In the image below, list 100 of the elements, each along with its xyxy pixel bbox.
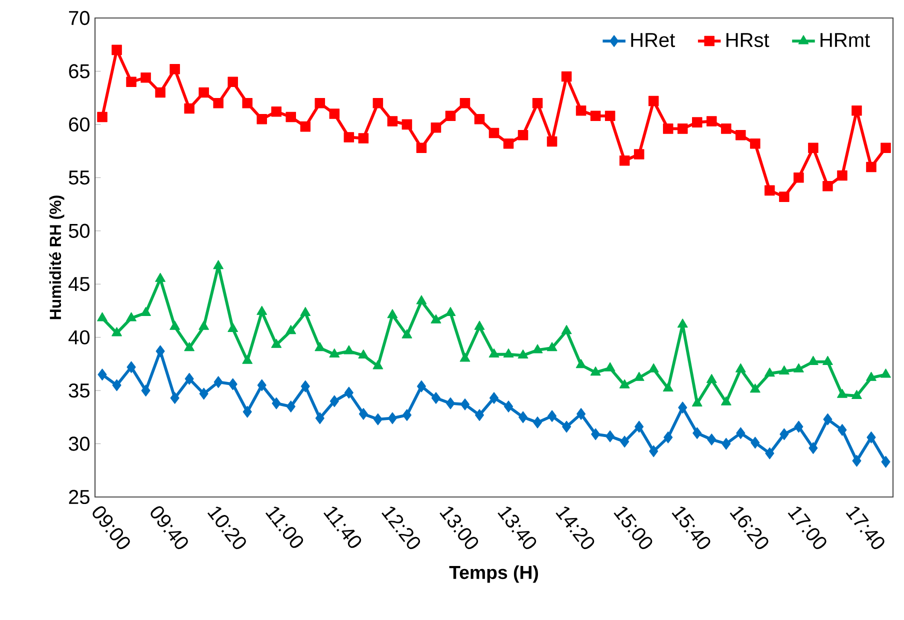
point <box>213 98 224 108</box>
point <box>808 356 818 365</box>
point <box>561 325 572 334</box>
point <box>823 413 832 426</box>
point <box>837 388 848 398</box>
point <box>358 408 368 420</box>
point <box>228 322 238 332</box>
point <box>402 409 412 421</box>
point <box>765 447 774 460</box>
point <box>445 110 456 122</box>
point <box>779 365 790 375</box>
point <box>98 368 107 381</box>
point <box>213 260 224 270</box>
point <box>474 409 484 421</box>
point <box>779 192 790 202</box>
point <box>242 406 252 418</box>
point <box>474 114 485 124</box>
point <box>866 162 876 172</box>
point <box>721 124 732 134</box>
point <box>228 76 238 87</box>
point <box>271 338 282 348</box>
point <box>619 379 630 388</box>
point <box>488 128 500 138</box>
point <box>518 130 528 140</box>
point <box>881 456 890 468</box>
point <box>431 392 441 404</box>
point <box>314 342 326 352</box>
point <box>648 96 659 106</box>
point <box>416 142 427 153</box>
point <box>620 436 630 448</box>
point <box>286 400 296 412</box>
point <box>300 121 311 132</box>
y-tick-label: 65 <box>69 64 90 78</box>
point <box>474 320 485 330</box>
point <box>576 359 586 368</box>
point <box>794 363 804 372</box>
y-tick-label: 35 <box>68 383 90 398</box>
y-tick-label: 45 <box>68 277 90 292</box>
point <box>662 382 674 392</box>
point <box>286 325 296 334</box>
y-tick-label: 50 <box>68 224 90 238</box>
point <box>692 117 702 128</box>
point <box>722 438 731 450</box>
point <box>677 124 688 134</box>
point <box>184 103 194 114</box>
point <box>446 397 456 410</box>
point <box>372 360 384 370</box>
point <box>170 320 180 330</box>
point <box>141 384 150 396</box>
point <box>126 361 136 374</box>
point <box>344 345 354 354</box>
point <box>257 379 266 392</box>
point <box>112 327 122 336</box>
point <box>358 349 369 359</box>
point <box>430 314 442 324</box>
point <box>706 116 717 126</box>
point <box>228 378 238 390</box>
point <box>736 130 746 140</box>
point <box>300 380 310 392</box>
y-tick-label: 30 <box>68 436 90 451</box>
point <box>315 412 324 424</box>
point <box>590 366 601 376</box>
point <box>604 362 616 372</box>
point <box>314 98 326 108</box>
point <box>170 64 180 74</box>
point <box>677 318 688 328</box>
point <box>591 428 600 440</box>
point <box>242 98 252 108</box>
point <box>198 320 210 330</box>
point <box>518 411 528 424</box>
point <box>445 306 456 316</box>
point <box>532 98 543 108</box>
point <box>504 400 514 412</box>
point <box>692 427 702 440</box>
point <box>866 431 876 444</box>
point <box>430 122 442 133</box>
y-tick-label: 60 <box>69 117 90 132</box>
point <box>402 119 412 130</box>
point <box>286 112 296 122</box>
point <box>720 396 732 406</box>
point <box>546 136 558 147</box>
point <box>460 98 470 108</box>
point <box>576 408 586 420</box>
point <box>416 380 426 392</box>
point <box>852 454 862 467</box>
point <box>140 306 151 316</box>
point <box>548 410 557 422</box>
point <box>794 172 804 183</box>
point <box>750 138 760 149</box>
point <box>489 392 499 404</box>
point <box>372 98 384 108</box>
point <box>648 363 659 372</box>
y-axis-title: Humidité RH (%) <box>49 196 64 320</box>
point <box>387 309 398 318</box>
point <box>764 185 775 196</box>
y-tick-label: 70 <box>69 10 90 26</box>
point <box>214 376 223 388</box>
point <box>692 397 702 406</box>
point <box>402 329 412 338</box>
point <box>736 427 746 440</box>
